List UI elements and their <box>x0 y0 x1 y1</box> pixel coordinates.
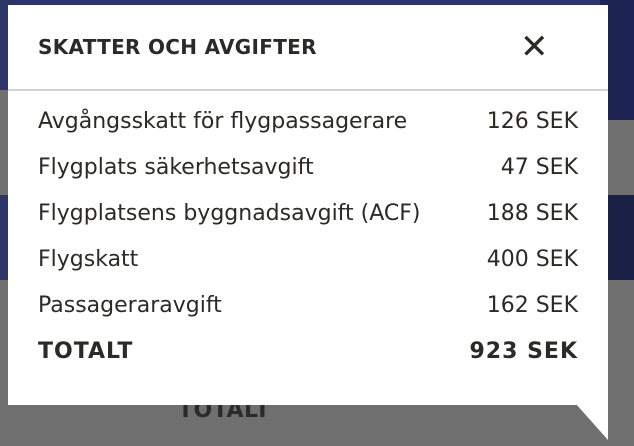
total-row: TOTALT 923 SEK <box>38 331 578 377</box>
total-label: TOTALT <box>38 339 134 364</box>
taxes-fees-popup: SKATTER OCH AVGIFTER ✕ Avgångsskatt för … <box>8 5 608 405</box>
total-amount: 923 SEK <box>469 339 578 364</box>
background-panel <box>0 195 10 280</box>
close-icon[interactable]: ✕ <box>520 27 549 67</box>
fee-label: Flygplatsens byggnadsavgift (ACF) <box>38 201 421 226</box>
fee-amount: 126 SEK <box>486 109 578 134</box>
fee-amount: 188 SEK <box>486 201 578 226</box>
fee-label: Avgångsskatt för flygpassagerare <box>38 109 408 134</box>
fee-row: Flygskatt 400 SEK <box>38 239 578 285</box>
fee-row: Flygplatsens byggnadsavgift (ACF) 188 SE… <box>38 193 578 239</box>
fee-label: Passageraravgift <box>38 293 222 318</box>
fee-label: Flygskatt <box>38 247 139 272</box>
divider <box>8 89 608 91</box>
fee-list: Avgångsskatt för flygpassagerare 126 SEK… <box>38 101 578 377</box>
fee-row: Passageraravgift 162 SEK <box>38 285 578 331</box>
fee-row: Avgångsskatt för flygpassagerare 126 SEK <box>38 101 578 147</box>
fee-amount: 47 SEK <box>500 155 578 180</box>
popup-title: SKATTER OCH AVGIFTER <box>38 35 317 59</box>
fee-label: Flygplats säkerhetsavgift <box>38 155 314 180</box>
fee-amount: 162 SEK <box>486 293 578 318</box>
fee-row: Flygplats säkerhetsavgift 47 SEK <box>38 147 578 193</box>
fee-amount: 400 SEK <box>486 247 578 272</box>
popup-pointer <box>576 404 608 440</box>
